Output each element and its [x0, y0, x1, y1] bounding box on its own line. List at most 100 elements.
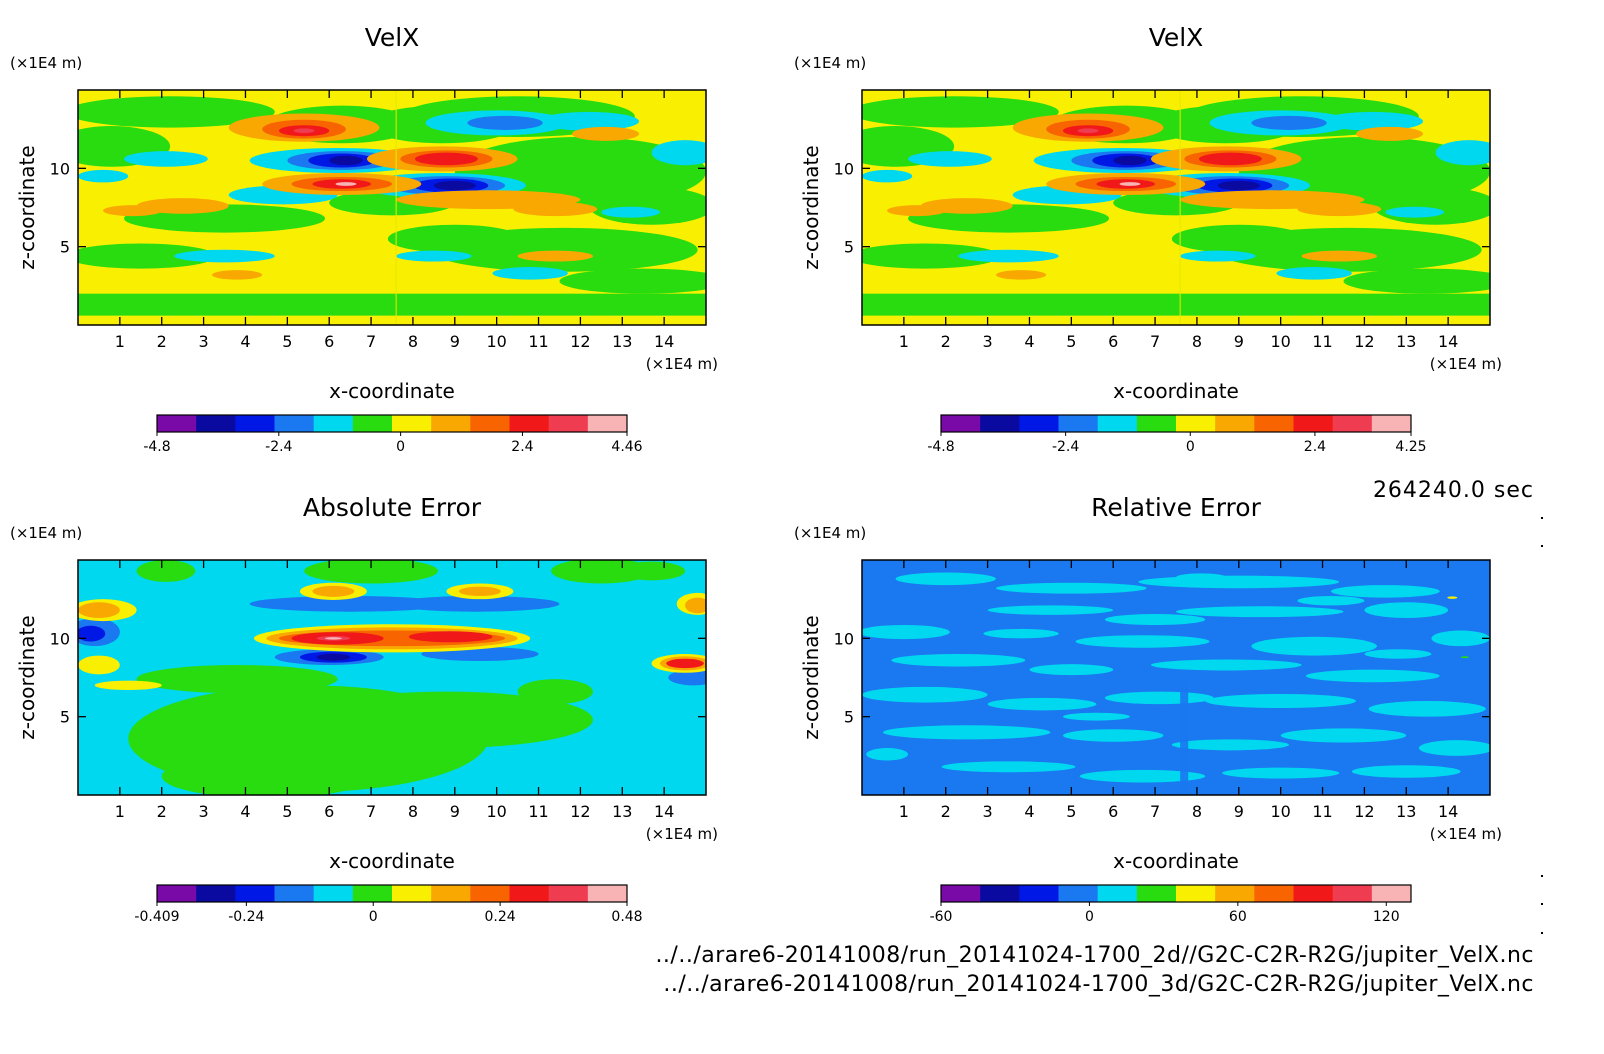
contour-blob [862, 686, 988, 703]
x-tick-label: 8 [1192, 802, 1202, 821]
x-tick-label: 7 [366, 802, 376, 821]
contour-blob [329, 155, 363, 166]
colorbar-tick-label: 4.25 [1395, 439, 1426, 455]
x-tick-label: 10 [1270, 332, 1290, 351]
x-tick-label: 8 [408, 332, 418, 351]
colorbar-segment [1293, 885, 1334, 902]
x-tick-label: 3 [199, 332, 209, 351]
contour-blob [538, 111, 640, 131]
timestamp-label: 264240.0 sec [1372, 478, 1534, 503]
contour-blob [1385, 206, 1444, 218]
y-unit-label: (×1E4 m) [794, 524, 866, 542]
y-tick-label: 10 [834, 159, 854, 178]
contour-blob [987, 605, 1114, 615]
contour-blob [666, 658, 704, 669]
contour-blob [78, 243, 217, 269]
x-tick-label: 5 [282, 332, 292, 351]
x-tick-label: 7 [1150, 332, 1160, 351]
colorbar-segment [980, 415, 1020, 432]
colorbar-segment [274, 415, 315, 432]
contour-blob [862, 243, 1001, 269]
colorbar-frame [156, 414, 628, 433]
y-unit-label: (×1E4 m) [10, 524, 82, 542]
contour-blob [618, 561, 686, 581]
colorbar-segment [235, 415, 275, 432]
colorbar-segment [1058, 415, 1099, 432]
x-tick-label: 5 [1066, 332, 1076, 351]
x-tick-label: 3 [983, 332, 993, 351]
x-tick-label: 10 [1270, 802, 1290, 821]
contour-blob [1062, 712, 1130, 721]
contour-blob [1305, 669, 1440, 683]
colorbar-tick-label: -2.4 [1052, 439, 1079, 455]
x-tick-label: 5 [1066, 802, 1076, 821]
colorbar-segment [1176, 885, 1216, 902]
colorbar-tick-label: 2.4 [511, 439, 533, 455]
x-tick-label: 11 [528, 802, 548, 821]
colorbar-tick-label: -0.409 [134, 909, 179, 925]
x-axis-label: x-coordinate [1113, 849, 1239, 873]
colorbar-frame [156, 884, 628, 903]
x-tick-label: 5 [282, 802, 292, 821]
contour-blob [995, 582, 1147, 594]
plot-area [862, 560, 1490, 795]
contour-blob [882, 725, 1051, 740]
colorbar-tick-label: -4.8 [143, 439, 170, 455]
colorbar-segment [235, 885, 275, 902]
contour-blob [891, 654, 1026, 667]
colorbar-segment [1215, 885, 1255, 902]
colorbar-tick-label: -2.4 [265, 439, 292, 455]
colorbar-segment [313, 415, 354, 432]
contour-blob [941, 761, 1076, 773]
x-tick-label: 2 [157, 802, 167, 821]
y-axis-label: z-coordinate [15, 615, 39, 739]
x-tick-label: 13 [612, 332, 632, 351]
colorbar-tick-label: 120 [1373, 909, 1400, 925]
marker-dot [1541, 517, 1543, 519]
contour-blob [1217, 180, 1260, 191]
contour-blob [1062, 729, 1164, 742]
colorbar-tick-label: -4.8 [927, 439, 954, 455]
y-tick-label: 10 [50, 629, 70, 648]
seam-band [1180, 677, 1189, 795]
contour-blob [517, 250, 593, 262]
contour-blob [299, 691, 593, 748]
chart-title: Absolute Error [303, 493, 482, 522]
colorbar-segment [157, 415, 197, 432]
colorbar-segment [352, 415, 393, 432]
contour-blob [1280, 728, 1407, 743]
chart-panel-1: VelX(×1E4 m)1 2 3 4 5 6 7 8 9 10 11 12 13 14510(×1E4 … [10, 23, 718, 455]
contour-blob [987, 697, 1097, 711]
x-tick-label: 12 [1354, 332, 1374, 351]
contour-blob [387, 224, 522, 253]
x-tick-label: 14 [654, 802, 674, 821]
contour-blob [895, 572, 996, 586]
colorbar-segment [1332, 885, 1373, 902]
contour-blob [174, 249, 275, 263]
contour-blob [559, 268, 706, 294]
x-tick-label: 8 [1192, 332, 1202, 351]
contour-blob [415, 152, 478, 166]
colorbar-segment [157, 885, 197, 902]
x-tick-label: 12 [570, 332, 590, 351]
x-tick-label: 1 [115, 332, 125, 351]
y-tick-label: 5 [844, 708, 854, 727]
x-tick-label: 1 [899, 802, 909, 821]
colorbar-segment [548, 885, 589, 902]
x-tick-label: 11 [528, 332, 548, 351]
contour-band [862, 293, 1490, 316]
colorbar-segment [392, 885, 432, 902]
colorbar-tick-label: 0 [369, 909, 378, 925]
colorbar-segment [1136, 885, 1177, 902]
contour-band [78, 293, 706, 316]
contour-blob [908, 151, 992, 167]
contour-blob [1447, 596, 1458, 599]
contour-blob [866, 748, 909, 761]
x-tick-label: 7 [366, 332, 376, 351]
contour-blob [1276, 267, 1352, 280]
contour-blob [601, 206, 660, 218]
contour-blob [1364, 649, 1432, 659]
colorbar-tick-label: 0.24 [485, 909, 516, 925]
contour-blob [1251, 636, 1377, 656]
y-unit-label: (×1E4 m) [10, 54, 82, 72]
